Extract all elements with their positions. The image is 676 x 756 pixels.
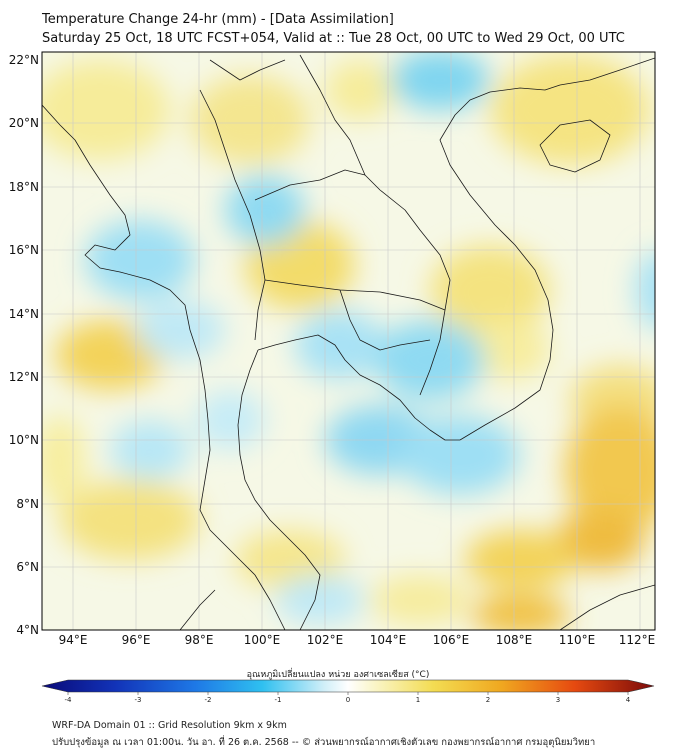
latitude-labels: 22°N 20°N 18°N 16°N 14°N 12°N 10°N 8°N 6… xyxy=(9,53,39,637)
lon-label: 96°E xyxy=(122,633,151,647)
colorbar: -4 -3 -2 -1 0 1 2 3 4 xyxy=(41,679,655,704)
map-subtitle: Saturday 25 Oct, 18 UTC FCST+054, Valid … xyxy=(42,31,625,46)
temperature-field xyxy=(42,52,655,630)
lon-label: 102°E xyxy=(307,633,344,647)
lon-label: 104°E xyxy=(370,633,407,647)
coastlines-borders xyxy=(42,54,655,630)
lat-label: 16°N xyxy=(9,243,39,257)
lon-label: 100°E xyxy=(244,633,281,647)
colorbar-tick: 0 xyxy=(346,696,350,704)
longitude-labels: 94°E 96°E 98°E 100°E 102°E 104°E 106°E 1… xyxy=(59,633,656,647)
footer-model-info: WRF-DA Domain 01 :: Grid Resolution 9km … xyxy=(52,720,287,731)
colorbar-tick: 2 xyxy=(486,696,490,704)
lat-label: 12°N xyxy=(9,370,39,384)
lat-label: 18°N xyxy=(9,180,39,194)
lon-label: 112°E xyxy=(619,633,656,647)
lat-label: 22°N xyxy=(9,53,39,67)
lat-label: 6°N xyxy=(16,560,39,574)
lon-label: 106°E xyxy=(433,633,470,647)
colorbar-tick: -3 xyxy=(135,696,142,704)
map-title: Temperature Change 24-hr (mm) - [Data As… xyxy=(42,12,394,27)
colorbar-tick: 1 xyxy=(416,696,420,704)
colorbar-tick: -4 xyxy=(65,696,73,704)
colorbar-label: อุณหภูมิเปลี่ยนแปลง หน่วย องศาเซลเซียส (… xyxy=(246,670,430,680)
colorbar-tick: -2 xyxy=(205,696,212,704)
colorbar-ramp xyxy=(41,679,655,693)
map-frame xyxy=(41,51,656,631)
lon-label: 110°E xyxy=(559,633,596,647)
lat-label: 8°N xyxy=(16,497,39,511)
lat-label: 14°N xyxy=(9,307,39,321)
colorbar-tick: -1 xyxy=(275,696,282,704)
graticule xyxy=(42,52,655,630)
lon-label: 98°E xyxy=(185,633,214,647)
colorbar-tick: 3 xyxy=(556,696,560,704)
footer-credit: ปรับปรุงข้อมูล ณ เวลา 01:00น. วัน อา. ที… xyxy=(52,737,596,748)
lon-label: 94°E xyxy=(59,633,88,647)
lat-label: 10°N xyxy=(9,433,39,447)
lat-label: 4°N xyxy=(16,623,39,637)
lat-label: 20°N xyxy=(9,116,39,130)
lon-label: 108°E xyxy=(496,633,533,647)
colorbar-tick: 4 xyxy=(626,696,631,704)
